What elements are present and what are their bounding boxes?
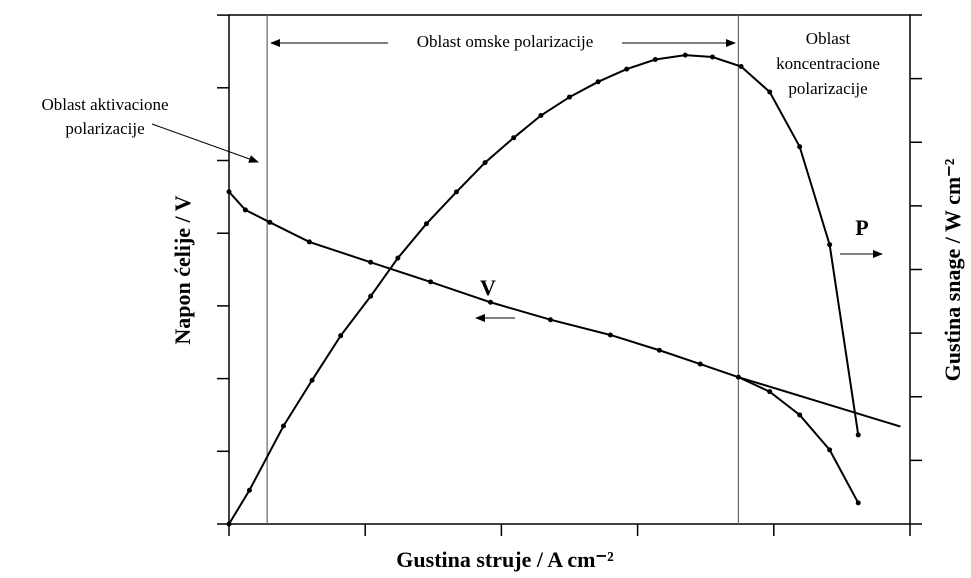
point — [423, 221, 429, 227]
point — [488, 299, 494, 305]
series-line — [738, 376, 901, 428]
y-axis-label: Napon ćelije / V — [170, 195, 195, 344]
point — [624, 66, 630, 72]
series-line — [228, 191, 860, 504]
point — [656, 347, 662, 353]
point — [242, 207, 248, 213]
point — [697, 361, 703, 367]
point — [682, 52, 688, 58]
arrow — [151, 123, 259, 163]
point — [827, 447, 833, 453]
point — [607, 332, 613, 338]
series-label: P — [855, 215, 868, 240]
point — [338, 333, 344, 339]
point — [567, 94, 572, 100]
point — [538, 113, 544, 119]
ohmic-label: Oblast omske polarizacije — [417, 32, 594, 51]
point — [368, 293, 374, 299]
activation-label: Oblast aktivacione — [42, 95, 169, 114]
point — [226, 189, 232, 195]
point — [797, 412, 803, 418]
concentration-label: Oblast — [806, 29, 851, 48]
point — [226, 521, 232, 527]
point — [395, 255, 401, 261]
point — [368, 259, 374, 265]
y2-axis-label: Gustina snage / W cm⁻² — [940, 158, 965, 381]
activation-label: polarizacije — [65, 119, 144, 138]
point — [652, 57, 658, 63]
point — [710, 54, 716, 60]
point — [246, 487, 252, 493]
concentration-label: koncentracione — [776, 54, 880, 73]
point — [280, 423, 286, 429]
concentration-label: polarizacije — [788, 79, 867, 98]
point — [855, 500, 861, 506]
point — [306, 239, 312, 245]
point — [453, 189, 459, 195]
point — [797, 144, 803, 150]
point — [267, 219, 273, 225]
point — [482, 160, 488, 166]
point — [767, 389, 773, 395]
point — [309, 377, 315, 383]
point — [738, 64, 744, 70]
point — [827, 242, 833, 248]
point — [547, 317, 553, 323]
point — [767, 89, 773, 95]
point — [855, 432, 861, 438]
point — [428, 279, 434, 285]
point — [511, 135, 517, 141]
point — [595, 79, 601, 85]
x-axis-label: Gustina struje / A cm⁻² — [396, 547, 614, 572]
series-line — [228, 54, 860, 525]
series-label: V — [480, 275, 496, 300]
